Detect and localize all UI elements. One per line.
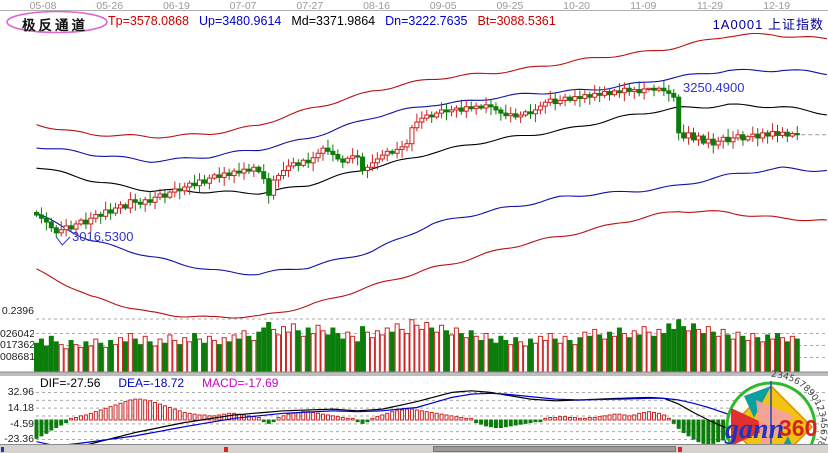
date-label: 10-20 — [563, 0, 591, 12]
scrollbar-thumb[interactable] — [433, 446, 676, 452]
date-label: 12-19 — [763, 0, 791, 12]
param-dn: Dn=3222.7635 — [385, 14, 468, 28]
volume-tick-label: 008681 — [0, 351, 34, 364]
param-tp: Tp=3578.0868 — [108, 14, 189, 28]
macd-value-labels: DIF=-27.56 DEA=-18.72 MACD=-17.69 — [40, 376, 296, 390]
indicator-header: 极反通道 Tp=3578.0868 Up=3480.9614 Md=3371.986… — [0, 10, 828, 34]
logo-red-triangle-icon — [731, 408, 772, 446]
volume-top-label: 0.2396 — [1, 305, 34, 317]
logo-pink-triangle-icon — [756, 400, 794, 450]
scrollbar[interactable] — [0, 444, 828, 453]
high-annotation: 3250.4900 — [683, 80, 745, 95]
macd-tick-label: 14.18 — [7, 402, 34, 415]
scrollbar-marker-right — [678, 447, 682, 452]
volume-tick-label: 026042 — [0, 327, 34, 340]
param-md: Md=3371.9864 — [291, 14, 376, 28]
date-label: 05-26 — [96, 0, 124, 12]
date-label: 07-07 — [229, 0, 257, 12]
date-label: 05-08 — [29, 0, 57, 12]
low-annotation: 3016.5300 — [72, 229, 134, 244]
channel-name-label: 极反通道 — [22, 18, 88, 33]
macd-label: MACD=-17.69 — [202, 376, 279, 390]
date-label: 06-19 — [162, 0, 190, 12]
param-bt: Bt=3088.5361 — [477, 14, 556, 28]
date-label: 07-27 — [296, 0, 324, 12]
macd-tick-label: -4.59 — [10, 417, 34, 430]
dea-label: DEA=-18.72 — [118, 376, 185, 390]
volume-tick-label: 017362 — [0, 339, 34, 352]
scrollbar-marker-start — [1, 447, 4, 452]
date-label: 09-25 — [496, 0, 524, 12]
date-label: 11-09 — [630, 0, 657, 12]
dif-label: DIF=-27.56 — [40, 376, 101, 390]
gann360-logo: 234567890123456789012345 gann 360 — [714, 370, 828, 453]
macd-tick-label: -23.36 — [4, 433, 34, 446]
date-axis: 05-08 05-26 06-19 07-07 07-27 08-16 09-05 09-25… — [0, 0, 828, 12]
logo-gann-text: gann — [724, 414, 784, 445]
date-label: 11-29 — [696, 0, 724, 12]
channel-name-badge — [5, 10, 109, 34]
macd-tick-label: 32.96 — [7, 386, 34, 399]
date-label: 09-05 — [429, 0, 457, 12]
symbol-label: 1A0001 上证指数 — [712, 17, 824, 32]
scrollbar-marker-left — [224, 447, 228, 452]
logo-360-text: 360 — [779, 415, 817, 441]
date-label: 08-16 — [363, 0, 390, 12]
channel-params: Tp=3578.0868 Up=3480.9614 Md=3371.9864 Dn=3… — [108, 14, 566, 28]
param-up: Up=3480.9614 — [198, 14, 282, 28]
channel-ellipse-icon — [6, 10, 108, 34]
